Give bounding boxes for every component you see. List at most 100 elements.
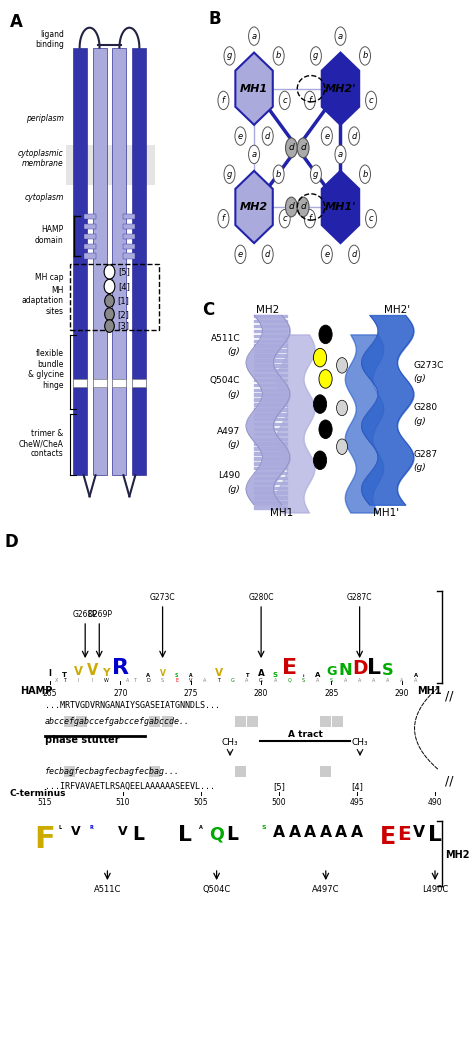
Text: Y: Y	[102, 668, 110, 678]
Text: G280C: G280C	[248, 593, 274, 602]
Text: S: S	[273, 672, 278, 678]
Text: A: A	[199, 825, 203, 830]
Text: A497C: A497C	[312, 885, 339, 894]
Text: A tract: A tract	[288, 730, 322, 739]
Text: A511C: A511C	[94, 885, 121, 894]
Circle shape	[224, 165, 235, 184]
Polygon shape	[236, 53, 273, 125]
Text: L: L	[367, 658, 381, 678]
Bar	[320, 716, 331, 727]
Text: G273C: G273C	[150, 593, 175, 602]
Circle shape	[348, 245, 360, 264]
Text: MH2: MH2	[256, 305, 280, 316]
Bar	[112, 48, 127, 475]
Text: cytoplasm: cytoplasm	[24, 193, 64, 203]
Circle shape	[224, 46, 235, 65]
Text: A: A	[258, 670, 264, 678]
Text: (g): (g)	[228, 440, 240, 449]
Text: HAMP
domain: HAMP domain	[35, 225, 64, 245]
Circle shape	[313, 348, 327, 366]
Text: CH₃: CH₃	[222, 738, 238, 747]
Text: (g): (g)	[228, 390, 240, 399]
Text: 290: 290	[394, 689, 409, 698]
Circle shape	[337, 358, 347, 373]
Bar	[83, 224, 96, 229]
Text: A: A	[10, 13, 23, 32]
Text: A: A	[273, 825, 285, 840]
Text: R: R	[112, 658, 129, 678]
Text: phase stutter: phase stutter	[45, 735, 119, 744]
Bar	[64, 716, 75, 727]
Text: (g): (g)	[228, 347, 240, 356]
Text: MH1: MH1	[270, 508, 293, 518]
Bar	[332, 716, 343, 727]
Polygon shape	[322, 53, 359, 125]
Circle shape	[105, 295, 114, 307]
Circle shape	[319, 370, 332, 389]
Text: G: G	[326, 665, 337, 678]
Text: V: V	[160, 670, 165, 678]
Text: L490C: L490C	[422, 885, 448, 894]
Text: I: I	[48, 670, 52, 678]
Text: S: S	[261, 825, 266, 830]
Text: trimer &
CheW/CheA
contacts: trimer & CheW/CheA contacts	[19, 429, 64, 458]
Bar	[76, 716, 87, 727]
Circle shape	[304, 209, 315, 228]
Circle shape	[304, 91, 315, 110]
Text: MH cap: MH cap	[35, 272, 64, 282]
Bar	[83, 253, 96, 259]
Bar	[92, 379, 107, 386]
Circle shape	[310, 46, 321, 65]
Text: cytoplasmic
membrane: cytoplasmic membrane	[18, 149, 64, 168]
Text: flexible
bundle
& glycine
hinge: flexible bundle & glycine hinge	[28, 350, 64, 390]
Text: d: d	[351, 132, 357, 140]
Text: A: A	[400, 678, 403, 683]
Text: Q504C: Q504C	[210, 376, 240, 385]
Bar	[66, 145, 155, 185]
Circle shape	[235, 245, 246, 264]
Text: T: T	[245, 673, 249, 678]
Text: T: T	[218, 678, 220, 683]
Text: A497: A497	[217, 427, 240, 436]
Circle shape	[285, 138, 297, 157]
Circle shape	[273, 165, 284, 184]
Text: e: e	[324, 250, 329, 259]
Text: A: A	[335, 825, 347, 840]
Text: //: //	[445, 774, 454, 788]
Bar	[162, 716, 173, 727]
Text: d: d	[265, 132, 270, 140]
Circle shape	[337, 439, 347, 454]
Text: c: c	[369, 96, 374, 105]
Circle shape	[348, 127, 360, 146]
Bar	[123, 233, 136, 239]
Text: d: d	[301, 203, 306, 211]
Circle shape	[365, 91, 377, 110]
Text: c: c	[283, 96, 287, 105]
Text: N: N	[339, 663, 353, 678]
Polygon shape	[322, 171, 359, 243]
Text: c: c	[283, 214, 287, 223]
Text: e: e	[324, 132, 329, 140]
Circle shape	[297, 138, 309, 157]
Text: d: d	[289, 144, 294, 152]
Circle shape	[279, 209, 290, 228]
Text: E: E	[282, 658, 297, 678]
Text: S: S	[161, 678, 164, 683]
Bar	[73, 379, 87, 386]
Circle shape	[297, 197, 309, 216]
Circle shape	[235, 127, 246, 146]
Text: c: c	[369, 214, 374, 223]
Text: 270: 270	[113, 689, 128, 698]
Bar	[83, 233, 96, 239]
Text: g: g	[313, 170, 319, 178]
Text: I: I	[77, 678, 79, 683]
Text: V: V	[413, 825, 426, 840]
Bar	[123, 224, 136, 229]
Text: a: a	[252, 150, 256, 158]
Text: b: b	[362, 170, 368, 178]
Text: MH1': MH1'	[373, 508, 399, 518]
Text: 495: 495	[350, 798, 365, 807]
Bar	[235, 716, 246, 727]
Text: A: A	[273, 678, 277, 683]
Circle shape	[262, 127, 273, 146]
